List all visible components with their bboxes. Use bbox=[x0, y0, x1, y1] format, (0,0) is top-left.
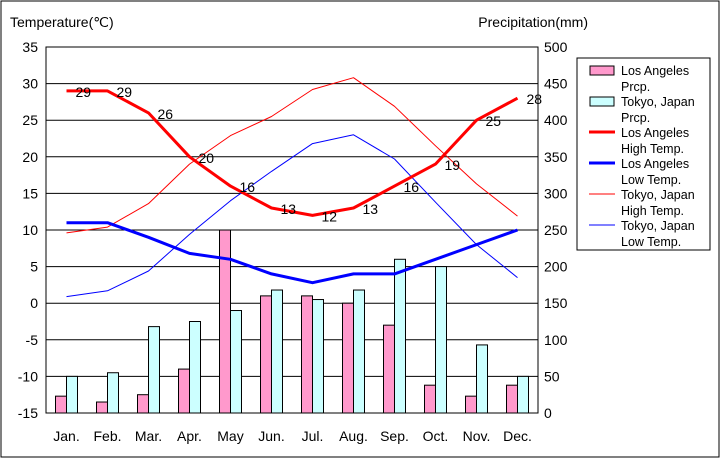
legend-label: High Temp. bbox=[621, 204, 684, 218]
y-tick-label-right: 300 bbox=[544, 185, 568, 201]
data-label: 20 bbox=[199, 150, 215, 166]
bar bbox=[312, 299, 324, 414]
data-label: 13 bbox=[281, 201, 297, 217]
y-tick-label-right: 250 bbox=[544, 222, 568, 238]
data-label: 29 bbox=[76, 84, 92, 100]
bar bbox=[465, 395, 477, 414]
legend-label: Los Angeles bbox=[621, 126, 689, 140]
x-tick-label: Feb. bbox=[93, 428, 121, 444]
legend-label: Los Angeles bbox=[621, 157, 689, 171]
x-tick-label: Nov. bbox=[463, 428, 491, 444]
y-tick-label-right: 400 bbox=[544, 112, 568, 128]
left-axis-title: Temperature(℃) bbox=[10, 14, 114, 30]
y-tick-label-right: 100 bbox=[544, 332, 568, 348]
bar bbox=[424, 384, 436, 414]
data-label: 16 bbox=[240, 179, 256, 195]
legend-swatch bbox=[589, 96, 615, 107]
y-tick-label-left: -10 bbox=[18, 368, 38, 384]
y-tick-label-left: 10 bbox=[22, 222, 38, 238]
x-tick-label: Jun. bbox=[258, 428, 284, 444]
x-tick-label: Apr. bbox=[177, 428, 202, 444]
x-tick-label: Jul. bbox=[302, 428, 324, 444]
bar bbox=[260, 295, 272, 414]
legend-label: Low Temp. bbox=[621, 173, 681, 187]
bar bbox=[137, 394, 149, 414]
x-tick-label: Sep. bbox=[380, 428, 409, 444]
y-tick-label-left: 0 bbox=[30, 295, 38, 311]
data-label: 13 bbox=[363, 201, 379, 217]
y-tick-label-left: 30 bbox=[22, 76, 38, 92]
legend-box bbox=[576, 57, 711, 251]
data-label: 29 bbox=[117, 84, 133, 100]
data-label: 19 bbox=[445, 157, 461, 173]
x-tick-label: Oct. bbox=[423, 428, 449, 444]
bar bbox=[271, 289, 283, 414]
x-tick-label: May bbox=[217, 428, 243, 444]
legend-swatch bbox=[589, 65, 615, 76]
bar bbox=[476, 344, 488, 414]
data-label: 25 bbox=[486, 113, 502, 129]
legend-label: Prcp. bbox=[621, 80, 650, 94]
y-tick-label-right: 200 bbox=[544, 259, 568, 275]
bar bbox=[178, 368, 190, 414]
y-tick-label-left: -15 bbox=[18, 405, 38, 421]
bar bbox=[189, 321, 201, 414]
legend-label: High Temp. bbox=[621, 142, 684, 156]
y-tick-label-left: 15 bbox=[22, 185, 38, 201]
bar bbox=[230, 310, 242, 414]
bar bbox=[107, 372, 119, 414]
y-tick-label-left: 25 bbox=[22, 112, 38, 128]
legend-label: Prcp. bbox=[621, 111, 650, 125]
series-line bbox=[66, 221, 519, 285]
bar bbox=[148, 326, 160, 414]
bar bbox=[353, 289, 365, 414]
x-tick-label: Jan. bbox=[53, 428, 79, 444]
bar bbox=[66, 375, 78, 414]
y-tick-label-right: 450 bbox=[544, 76, 568, 92]
x-tick-label: Dec. bbox=[503, 428, 532, 444]
y-tick-label-right: 50 bbox=[544, 368, 560, 384]
data-label: 12 bbox=[322, 208, 338, 224]
x-tick-label: Aug. bbox=[339, 428, 368, 444]
series-line bbox=[66, 89, 519, 217]
y-tick-label-left: 35 bbox=[22, 39, 38, 55]
right-axis-title: Precipitation(mm) bbox=[478, 14, 588, 30]
legend-label: Los Angeles bbox=[621, 64, 689, 78]
x-tick-label: Mar. bbox=[135, 428, 162, 444]
bar bbox=[435, 266, 447, 414]
bar bbox=[96, 401, 108, 414]
bar bbox=[55, 395, 67, 414]
y-tick-label-right: 150 bbox=[544, 295, 568, 311]
y-tick-label-left: -5 bbox=[26, 332, 39, 348]
bar bbox=[394, 258, 406, 414]
legend-label: Low Temp. bbox=[621, 235, 681, 249]
data-label: 16 bbox=[404, 179, 420, 195]
y-tick-label-left: 20 bbox=[22, 149, 38, 165]
y-tick-label-right: 0 bbox=[544, 405, 552, 421]
bar bbox=[506, 384, 518, 414]
data-label: 28 bbox=[527, 91, 543, 107]
bar bbox=[383, 324, 395, 414]
legend-label: Tokyo, Japan bbox=[621, 95, 695, 109]
series-line bbox=[66, 134, 518, 298]
bar bbox=[342, 302, 354, 414]
series-line bbox=[66, 77, 518, 234]
legend-label: Tokyo, Japan bbox=[621, 219, 695, 233]
legend-label: Tokyo, Japan bbox=[621, 188, 695, 202]
data-label: 26 bbox=[158, 106, 174, 122]
y-tick-label-right: 500 bbox=[544, 39, 568, 55]
y-tick-label-right: 350 bbox=[544, 149, 568, 165]
y-tick-label-left: 5 bbox=[30, 259, 38, 275]
bar bbox=[517, 375, 529, 414]
bar bbox=[301, 295, 313, 414]
